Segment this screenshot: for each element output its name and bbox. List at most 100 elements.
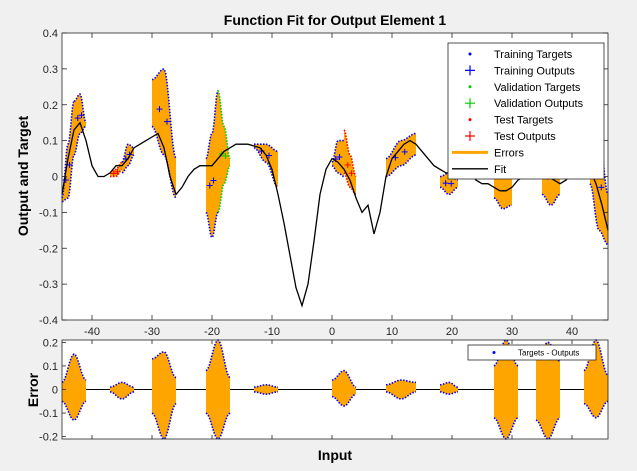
error-band-5-lower-edge (331, 393, 357, 407)
error-cluster-0-lower-edge (61, 154, 75, 203)
error-cluster-3-upper-edge (121, 143, 135, 163)
error-cluster-2-upper-edge (109, 161, 123, 174)
error-cluster-5-upper-edge (205, 90, 219, 160)
output-marker-9-0 (344, 162, 351, 169)
legend-label: Training Outputs (494, 65, 575, 77)
legend-label: Training Targets (494, 49, 573, 61)
error-band-2-upper-edge (151, 350, 177, 379)
error-band-3 (206, 340, 230, 439)
error-cluster-2-lower-edge (110, 168, 123, 178)
error-axes: -0.2 -0.1 0 0.1 0.2 Targets - Outputs (39, 337, 609, 444)
legend-marker-dot (468, 85, 472, 89)
error-band-0-lower-edge (61, 400, 87, 421)
y-tick-label: 0.3 (43, 64, 58, 76)
error-cluster-4 (152, 68, 176, 199)
legend-label: Validation Targets (494, 82, 581, 94)
legend-marker-plus (465, 98, 475, 109)
error-legend-box (467, 344, 597, 361)
output-marker-5-1 (210, 177, 217, 184)
x-tick-label: -30 (144, 326, 160, 338)
error-cluster-5-lower-edge (205, 211, 219, 239)
error-band-4-upper-edge (254, 383, 278, 388)
fit-legend-box (447, 42, 605, 180)
error-cluster-4-upper-edge (151, 67, 177, 159)
y-tick-label: 0.4 (43, 28, 58, 40)
legend-label: Fit (494, 164, 506, 176)
x-tick-label: 40 (566, 326, 578, 338)
output-marker-7-1 (266, 152, 272, 159)
output-marker-6-1 (222, 153, 229, 160)
error-cluster-8-upper-edge (331, 139, 344, 163)
y-tick-label: -0.2 (39, 243, 58, 255)
error-band-9 (536, 342, 560, 439)
legend-label: Test Targets (494, 115, 554, 127)
x-tick-label: -20 (204, 326, 220, 338)
error-band-4 (254, 384, 278, 395)
output-marker-2-0 (110, 170, 117, 177)
error-cluster-1-upper-edge (73, 93, 87, 124)
error-band-5 (332, 370, 356, 406)
error-cluster-8-lower-edge (331, 164, 345, 178)
error-cluster-10 (386, 133, 416, 177)
error-cluster-10-upper-edge (385, 132, 417, 160)
error-y-tick-label: 0.1 (43, 361, 58, 373)
fit-line (61, 121, 609, 308)
legend-marker-dot (468, 52, 472, 56)
fit-ticks: -40 -30 -20 -10 0 10 20 30 40 -0.4 -0.3 -0.2 -0.1 0 0.… (39, 28, 608, 338)
output-marker-11-1 (448, 180, 455, 187)
output-marker-8-1 (336, 154, 343, 161)
error-band-7 (440, 382, 458, 395)
error-band-8 (494, 340, 518, 439)
error-y-tick-label: -0.1 (39, 408, 58, 420)
output-marker-5-0 (206, 182, 213, 189)
error-band-6-lower-edge (385, 391, 417, 400)
error-band-7-upper-edge (439, 381, 459, 388)
output-marker-4-1 (164, 118, 170, 125)
error-band-5-upper-edge (331, 369, 357, 388)
error-cluster-7-lower-edge (253, 147, 279, 188)
error-legend-label: Targets - Outputs (518, 349, 579, 358)
error-band-1-upper-edge (109, 381, 135, 388)
output-marker-10-1 (401, 148, 408, 155)
error-y-axis-label: Error (25, 372, 41, 407)
y-tick-label: 0 (52, 172, 58, 184)
legend-label: Test Outputs (494, 131, 556, 143)
output-marker-14-1 (598, 184, 605, 191)
error-y-tick-label: -0.2 (39, 432, 58, 444)
error-band-1-lower-edge (109, 391, 135, 400)
legend-marker-plus (465, 131, 475, 141)
error-band-2-lower-edge (151, 403, 177, 441)
error-cluster-7-upper-edge (254, 143, 279, 153)
output-marker-4-0 (156, 106, 163, 113)
x-tick-label: -40 (84, 326, 100, 338)
legend-marker-plus (465, 65, 475, 76)
output-marker-1-0 (74, 115, 81, 122)
error-cluster-5 (206, 90, 218, 238)
error-band-4-lower-edge (254, 391, 278, 396)
error-ticks: -0.2 -0.1 0 0.1 0.2 (39, 337, 573, 444)
x-axis-label: Input (318, 447, 353, 463)
fit-legend: Training Targets Training Outputs Validati… (447, 42, 605, 180)
x-tick-label: 30 (506, 326, 518, 338)
error-cluster-10-lower-edge (385, 154, 417, 178)
y-tick-label: -0.1 (39, 207, 58, 219)
error-cluster-1-lower-edge (73, 125, 87, 156)
error-cluster-3-lower-edge (121, 154, 135, 174)
error-y-tick-label: 0.2 (43, 337, 58, 349)
error-band-7-lower-edge (440, 391, 458, 396)
error-band-10-lower-edge (583, 400, 609, 419)
error-cluster-13-lower-edge (541, 193, 561, 207)
error-cluster-14-lower-edge (589, 183, 609, 246)
output-marker-11-0 (442, 180, 449, 187)
error-band-0-upper-edge (61, 353, 87, 384)
error-cluster-6-upper-edge (217, 90, 231, 159)
x-tick-label: 20 (446, 326, 458, 338)
legend-label: Errors (494, 147, 524, 159)
error-cluster-9-lower-edge (343, 172, 357, 196)
error-cluster-11-lower-edge (439, 186, 459, 196)
error-cluster-0-upper-edge (61, 100, 75, 199)
x-tick-label: 10 (386, 326, 398, 338)
y-tick-label: -0.3 (39, 279, 58, 291)
output-marker-0-0 (62, 176, 69, 183)
legend-label: Validation Outputs (494, 98, 584, 110)
